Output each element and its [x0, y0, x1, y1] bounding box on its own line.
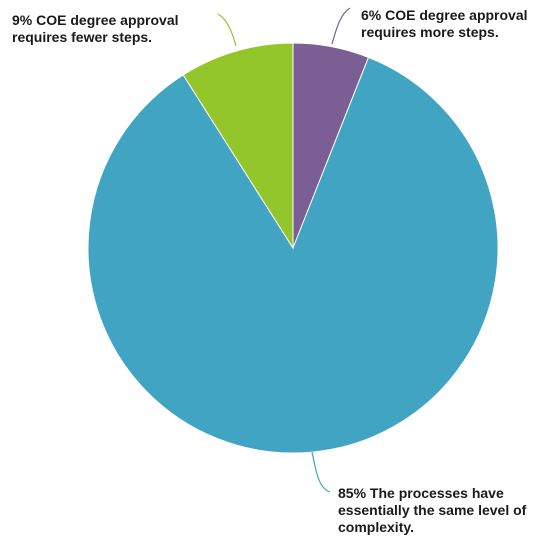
label-same-complexity: 85% The processes have essentially the s…: [338, 485, 526, 536]
slice-fewer-steps: [182, 42, 294, 250]
label-more-steps: 6% COE degree approval requires more ste…: [361, 7, 528, 41]
label-fewer-steps-line-2: requires fewer steps.: [12, 29, 153, 45]
label-same-complexity-line-1: 85% The processes have: [338, 485, 504, 501]
label-more-steps-line-2: requires more steps.: [361, 24, 499, 40]
leader-same-complexity: [311, 451, 331, 493]
label-more-steps-line-1: 6% COE degree approval: [361, 7, 528, 23]
leader-more-steps: [331, 7, 351, 45]
label-same-complexity-line-2: essentially the same level of: [338, 502, 527, 518]
label-same-complexity-line-3: complexity.: [338, 519, 414, 535]
label-fewer-steps-line-1: 9% COE degree approval: [12, 12, 179, 28]
leader-fewer-steps: [217, 13, 237, 47]
label-fewer-steps: 9% COE degree approval requires fewer st…: [12, 12, 179, 46]
